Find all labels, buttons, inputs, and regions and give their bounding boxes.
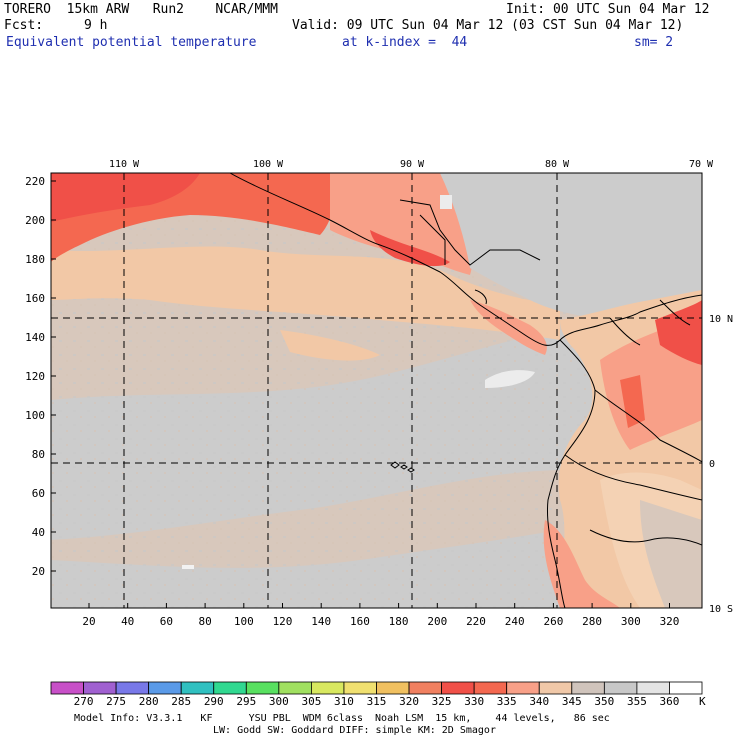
forecast-label: Fcst: xyxy=(4,18,44,33)
init-time: Init: 00 UTC Sun 04 Mar 12 xyxy=(506,2,710,17)
x-tick-label: 320 xyxy=(660,615,680,628)
x-tick-label: 100 xyxy=(234,615,254,628)
x-axis-labels: 20 40 60 80 100 120 140 160 180 200 220 240 260 280 30… xyxy=(82,615,679,628)
field-name: Equivalent potential temperature xyxy=(6,35,257,50)
lon-label-110w: 110 W xyxy=(109,159,140,170)
x-tick-label: 300 xyxy=(621,615,641,628)
y-tick-label: 220 xyxy=(25,175,45,188)
lon-label-90w: 90 W xyxy=(400,159,425,170)
graticule xyxy=(51,173,702,608)
colorbar-swatch xyxy=(310,681,345,695)
x-tick-label: 120 xyxy=(273,615,293,628)
y-tick-label: 80 xyxy=(32,448,45,461)
y-tick-label: 60 xyxy=(32,487,45,500)
x-tick-label: 280 xyxy=(582,615,602,628)
x-tick-label: 240 xyxy=(505,615,525,628)
x-tick-label: 80 xyxy=(198,615,211,628)
valid-time: Valid: 09 UTC Sun 04 Mar 12 (03 CST Sun … xyxy=(292,18,684,33)
colorbar-level-label: 335 xyxy=(497,695,517,708)
colorbar-swatch xyxy=(506,681,540,695)
colorbar-swatch xyxy=(115,681,150,695)
colorbar-swatch xyxy=(571,681,605,695)
colorbar-swatch xyxy=(538,681,573,695)
level-info: at k-index = 44 xyxy=(342,35,468,50)
colorbar-level-label: 355 xyxy=(627,695,647,708)
colorbar-level-label: 270 xyxy=(74,695,94,708)
latitude-labels: 10 N 0 10 S xyxy=(709,314,733,615)
lon-label-100w: 100 W xyxy=(253,159,284,170)
colorbar-level-label: 330 xyxy=(464,695,484,708)
smoothing-info: sm= 2 xyxy=(634,35,674,50)
y-tick-label: 120 xyxy=(25,370,45,383)
x-tick-label: 220 xyxy=(466,615,486,628)
colorbar-swatch xyxy=(636,681,670,695)
forecast-hour: 9 h xyxy=(84,18,108,33)
map-frame xyxy=(50,172,703,609)
y-tick-label: 180 xyxy=(25,253,45,266)
colorbar-level-label: 290 xyxy=(204,695,224,708)
model-info-line1: Model Info: V3.3.1 KF YSU PBL WDM 6class… xyxy=(74,713,610,724)
colorbar-level-label: 345 xyxy=(562,695,582,708)
colorbar-swatch xyxy=(669,681,703,695)
y-tick-label: 160 xyxy=(25,292,45,305)
colorbar-level-label: 295 xyxy=(236,695,256,708)
colorbar-swatch xyxy=(180,681,215,695)
colorbar-level-label: 285 xyxy=(171,695,191,708)
colorbar-swatch xyxy=(376,681,410,695)
y-tick-label: 140 xyxy=(25,331,45,344)
x-tick-label: 40 xyxy=(121,615,134,628)
y-axis-labels: 220 200 180 160 140 120 100 80 60 40 20 xyxy=(25,175,45,578)
colorbar-swatch xyxy=(441,681,475,695)
colorbar-level-label: 310 xyxy=(334,695,354,708)
lon-label-80w: 80 W xyxy=(545,159,570,170)
y-tick-label: 200 xyxy=(25,214,45,227)
x-tick-label: 260 xyxy=(543,615,563,628)
colorbar-swatch xyxy=(603,681,638,695)
longitude-labels: 110 W 100 W 90 W 80 W 70 W xyxy=(109,159,714,170)
colorbar-swatch xyxy=(213,681,247,695)
lat-label-eq: 0 xyxy=(709,459,715,470)
colorbar-level-label: 325 xyxy=(432,695,452,708)
colorbar-level-label: 280 xyxy=(139,695,159,708)
lon-label-70w: 70 W xyxy=(689,159,714,170)
colorbar-swatch xyxy=(473,681,508,695)
colorbar-level-label: 340 xyxy=(529,695,549,708)
x-tick-label: 140 xyxy=(311,615,331,628)
coastlines xyxy=(229,173,702,608)
x-tick-label: 60 xyxy=(160,615,173,628)
x-tick-label: 160 xyxy=(350,615,370,628)
model-title: TORERO 15km ARW Run2 NCAR/MMM xyxy=(4,2,278,17)
colorbar-swatch xyxy=(83,681,117,695)
colorbar-level-label: 320 xyxy=(399,695,419,708)
colorbar-level-label: 350 xyxy=(594,695,614,708)
colorbar-swatch xyxy=(278,681,312,695)
shaded-field xyxy=(51,173,702,608)
colorbar-level-label: 305 xyxy=(301,695,321,708)
y-tick-label: 20 xyxy=(32,565,45,578)
y-tick-label: 100 xyxy=(25,409,45,422)
y-tick-label: 40 xyxy=(32,526,45,539)
colorbar-swatch xyxy=(343,681,377,695)
colorbar-swatch xyxy=(245,681,280,695)
model-info-line2: LW: Godd SW: Goddard DIFF: simple KM: 2D… xyxy=(213,725,496,736)
colorbar-level-label: 360 xyxy=(660,695,680,708)
x-tick-label: 180 xyxy=(389,615,409,628)
colorbar-level-label: 300 xyxy=(269,695,289,708)
lat-label-10n: 10 N xyxy=(709,314,733,325)
colorbar-level-label: 275 xyxy=(106,695,126,708)
colorbar-swatch xyxy=(148,681,182,695)
x-tick-label: 200 xyxy=(427,615,447,628)
colorbar-swatch xyxy=(408,681,442,695)
colorbar-unit: K xyxy=(699,695,706,708)
x-tick-label: 20 xyxy=(82,615,95,628)
colorbar-swatch xyxy=(50,681,84,695)
lat-label-10s: 10 S xyxy=(709,604,733,615)
colorbar-level-label: 315 xyxy=(367,695,387,708)
